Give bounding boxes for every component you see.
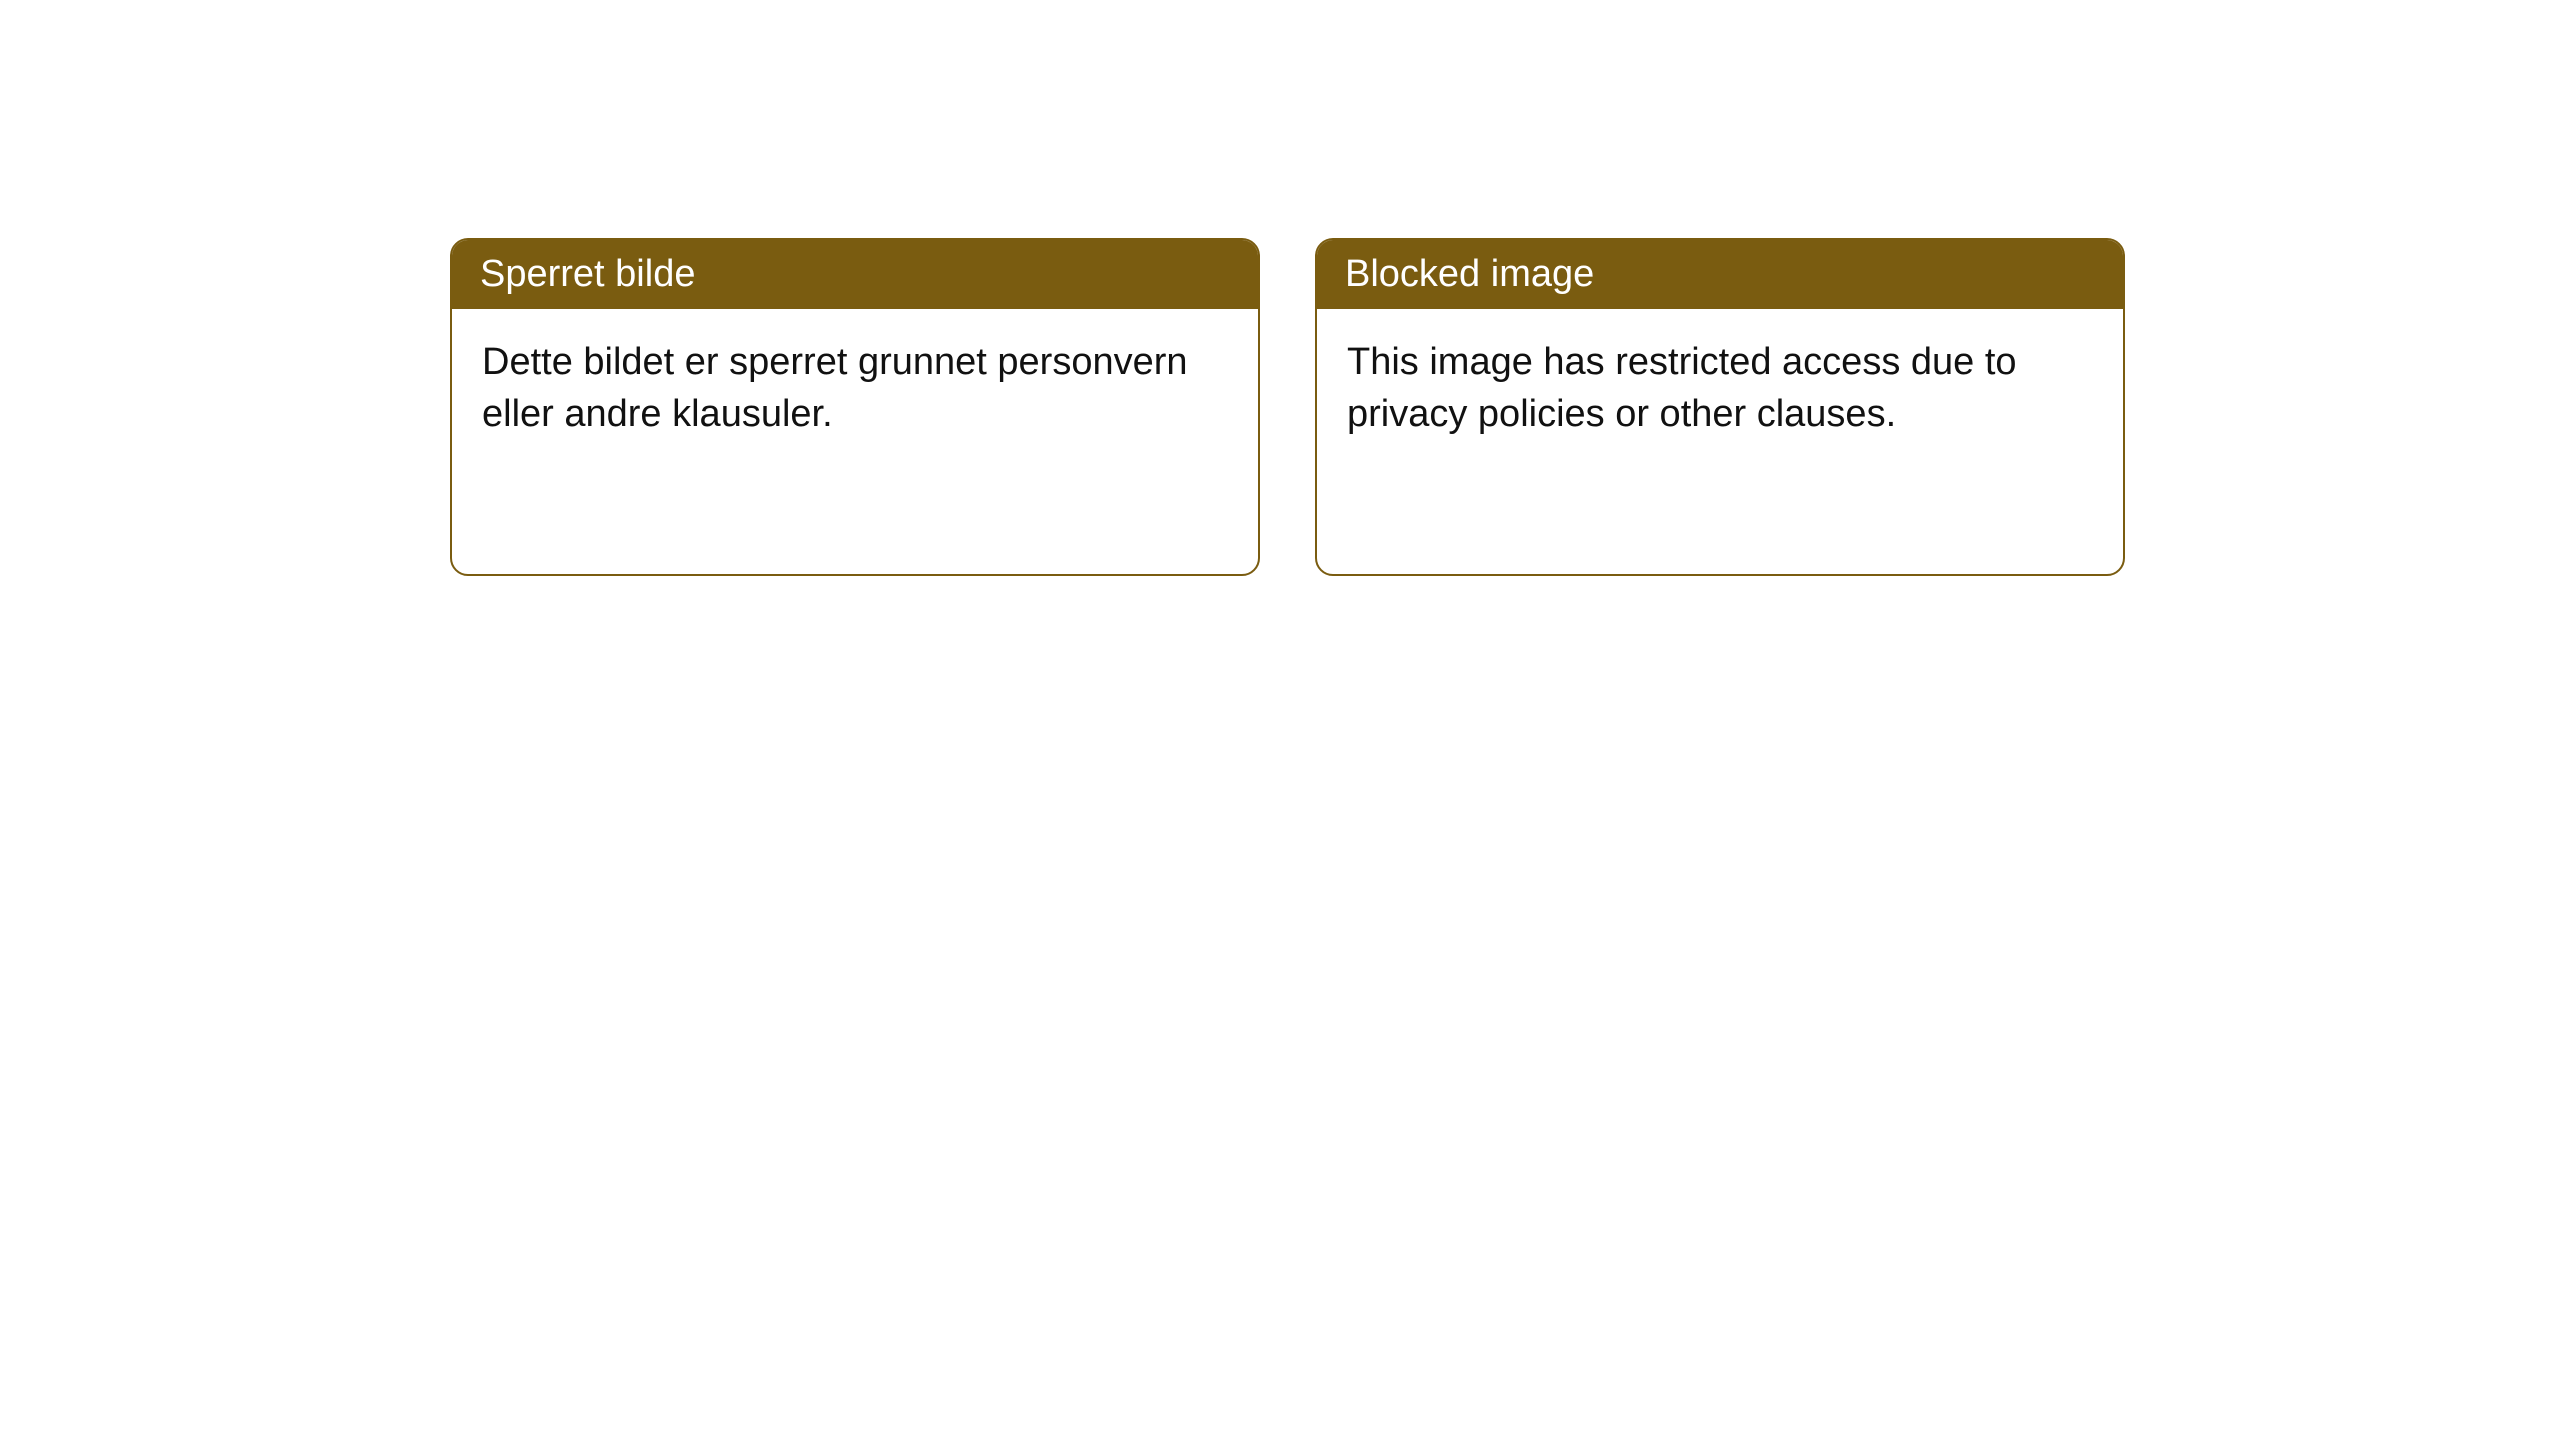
card-header-norwegian: Sperret bilde xyxy=(452,240,1258,309)
blocked-image-cards-container: Sperret bilde Dette bildet er sperret gr… xyxy=(450,238,2125,576)
blocked-image-card-norwegian: Sperret bilde Dette bildet er sperret gr… xyxy=(450,238,1260,576)
blocked-image-card-english: Blocked image This image has restricted … xyxy=(1315,238,2125,576)
card-body-norwegian: Dette bildet er sperret grunnet personve… xyxy=(452,309,1258,468)
card-body-english: This image has restricted access due to … xyxy=(1317,309,2123,468)
card-header-english: Blocked image xyxy=(1317,240,2123,309)
